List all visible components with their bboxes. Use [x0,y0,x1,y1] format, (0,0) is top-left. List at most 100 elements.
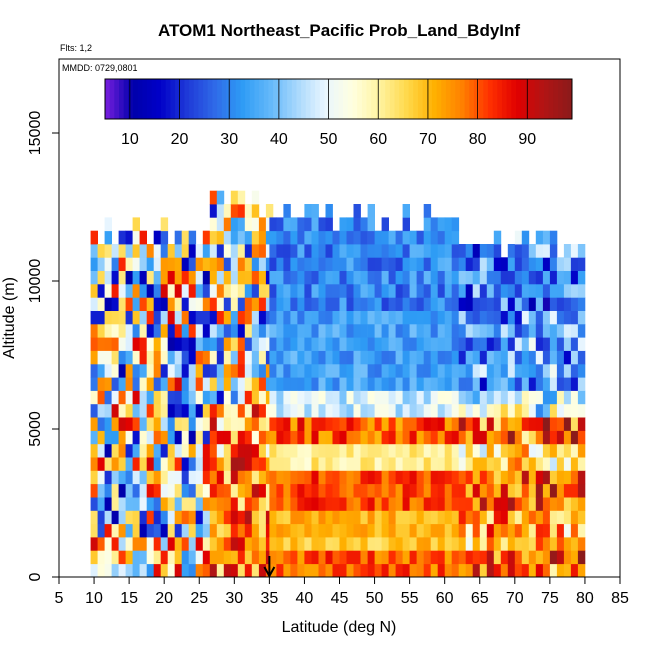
heatmap-cell [367,217,375,232]
colorbar-segment [175,79,181,119]
colorbar-segment [324,79,330,119]
heatmap-cell [325,483,333,498]
heatmap-cell [146,323,155,338]
heatmap-cell [430,430,439,445]
heatmap-cell [472,537,481,551]
heatmap-cell [311,270,319,285]
heatmap-cell [202,403,211,418]
heatmap-cell [269,483,277,498]
heatmap-cell [528,430,537,445]
heatmap-cell [167,284,176,298]
heatmap-cell [181,470,190,485]
heatmap-cell [451,563,460,578]
colorbar-segment [273,79,279,119]
heatmap-cell [216,497,225,511]
colorbar-segment [142,79,148,119]
heatmap-cell [458,244,467,258]
heatmap-cell [416,403,424,418]
heatmap-cell [381,523,389,538]
heatmap-cell [388,417,396,431]
colorbar-segment [109,79,115,119]
heatmap-cell [223,257,232,271]
heatmap-cell [318,523,326,538]
colorbar-segment [464,79,470,119]
heatmap-cell [318,284,326,298]
heatmap-cell [174,497,183,511]
heatmap-cell [374,284,382,298]
heatmap-cell [395,457,403,471]
heatmap-cell [528,377,537,391]
heatmap-cell [237,417,246,431]
heatmap-cell [325,523,333,538]
heatmap-cell [195,323,204,338]
heatmap-cell [367,430,375,445]
heatmap-cell [437,537,446,551]
heatmap-cell [244,270,253,285]
heatmap-cell [395,310,403,325]
heatmap-cell [104,377,112,391]
heatmap-cell [146,537,155,551]
heatmap-cell [104,390,112,405]
heatmap-cell [216,403,225,418]
heatmap-cell [258,443,267,458]
heatmap-cell [549,470,558,485]
heatmap-cell [230,257,239,271]
heatmap-cell [500,363,509,378]
heatmap-cell [423,510,432,525]
heatmap-cell [570,310,579,325]
heatmap-cell [402,284,410,298]
heatmap-cell [416,337,424,351]
heatmap-cell [486,430,495,445]
heatmap-cell [244,390,253,405]
heatmap-cell [258,563,267,578]
heatmap-cell [535,470,544,485]
heatmap-cell [472,403,481,418]
heatmap-cell [388,310,396,325]
heatmap-cell [451,270,460,285]
heatmap-cell [125,297,133,311]
heatmap-cell [181,403,190,418]
heatmap-cell [458,363,467,378]
heatmap-cell [556,363,565,378]
heatmap-cell [276,323,284,338]
heatmap-cell [339,310,347,325]
heatmap-cell [125,510,133,525]
heatmap-cell [465,523,474,538]
heatmap-cell [570,470,579,485]
heatmap-cell [472,417,481,431]
colorbar-segment [413,79,419,119]
heatmap-cell [402,310,410,325]
heatmap-cell [360,403,368,418]
heatmap-cell [269,417,277,431]
heatmap-cell [139,337,147,351]
heatmap-cell [472,430,481,445]
heatmap-cell [465,270,474,285]
heatmap-cell [269,390,277,405]
heatmap-cell [367,550,375,565]
heatmap-cell [388,390,396,405]
heatmap-cell [244,377,253,391]
heatmap-cell [346,284,354,298]
heatmap-cell [570,350,579,365]
colorbar-segment [347,79,353,119]
heatmap-cell [251,550,260,565]
heatmap-cell [216,323,225,338]
heatmap-cell [97,537,105,551]
heatmap-cell [451,377,460,391]
heatmap-cell [311,390,319,405]
heatmap-cell [353,403,361,418]
heatmap-cell [451,284,460,298]
heatmap-cell [360,537,368,551]
heatmap-cell [332,417,340,431]
colorbar-segment [492,79,498,119]
heatmap-cell [181,430,190,445]
heatmap-cell [111,363,119,378]
heatmap-cell [479,363,488,378]
heatmap-cell [535,297,544,311]
heatmap-cell [549,403,558,418]
colorbar-segment [469,79,475,119]
heatmap-cell [493,510,502,525]
heatmap-cell [111,537,119,551]
heatmap-cell [339,350,347,365]
colorbar-segment [114,79,120,119]
